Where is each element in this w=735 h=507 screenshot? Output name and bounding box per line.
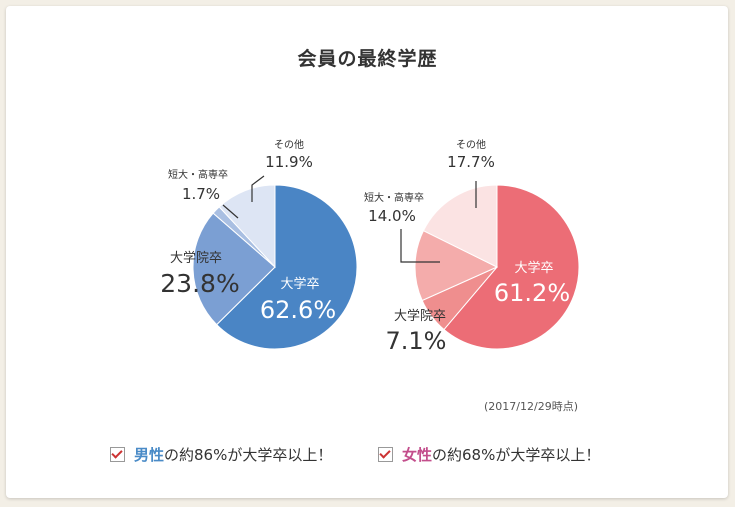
label-val-male-univ: 62.6% (260, 296, 336, 324)
label-cat-male-univ: 大学卒 (280, 276, 319, 292)
label-cat-female-junior: 短大・高専卒 (364, 191, 424, 204)
pie-female (414, 184, 580, 350)
slice-male-grad (192, 212, 276, 326)
label-val-male-junior: 1.7% (182, 185, 220, 203)
slice-male-other (218, 184, 276, 269)
slice-female-junior (414, 230, 499, 302)
slice-female-univ (443, 184, 580, 350)
slice-male-univ (215, 184, 358, 350)
label-val-female-univ: 61.2% (494, 279, 570, 307)
label-cat-male-other: その他 (274, 138, 304, 151)
leader-line-female-junior (400, 229, 440, 263)
male-word: 男性 (134, 446, 165, 464)
male-text: の約86%が大学卒以上！ (164, 446, 333, 464)
label-val-male-other: 11.9% (265, 153, 313, 171)
footer-female: 女性 の約68%が大学卒以上！ (378, 444, 600, 465)
leader-line-male-junior (222, 204, 239, 219)
label-cat-male-grad: 大学院卒 (170, 250, 222, 266)
pie-male (192, 184, 358, 350)
label-cat-female-univ: 大学卒 (514, 260, 553, 276)
label-cat-male-junior: 短大・高専卒 (168, 168, 228, 181)
slice-female-other (422, 184, 498, 268)
label-val-female-junior: 14.0% (368, 207, 416, 225)
label-cat-female-grad: 大学院卒 (394, 308, 446, 324)
card (6, 6, 728, 498)
label-val-female-other: 17.7% (447, 153, 495, 171)
date-note: (2017/12/29時点) (484, 400, 578, 413)
label-val-female-grad: 7.1% (386, 327, 447, 355)
label-cat-female-other: その他 (456, 138, 486, 151)
female-word: 女性 (402, 446, 433, 464)
check-icon (110, 447, 125, 462)
leader-line-male-other (251, 175, 265, 202)
footer-male: 男性 の約86%が大学卒以上！ (110, 444, 332, 465)
leader-lines (222, 175, 477, 263)
page-title: 会員の最終学歴 (297, 48, 438, 70)
check-icon (378, 447, 393, 462)
label-val-male-grad: 23.8% (160, 269, 239, 298)
female-text: の約68%が大学卒以上！ (432, 446, 601, 464)
